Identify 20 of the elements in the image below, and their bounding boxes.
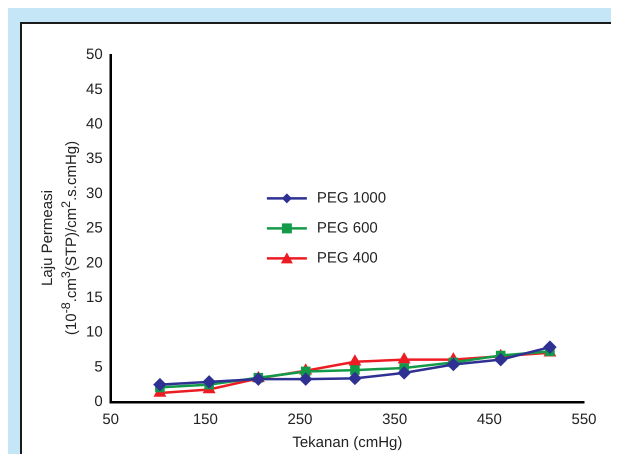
legend-label: PEG 1000 bbox=[316, 190, 386, 207]
y-tick-label: 5 bbox=[94, 358, 103, 376]
legend-label: PEG 600 bbox=[316, 220, 378, 237]
y-tick-label: 40 bbox=[86, 116, 103, 133]
y-tick-label: 35 bbox=[86, 150, 103, 168]
legend-label: PEG 400 bbox=[316, 250, 378, 267]
y-tick-label: 50 bbox=[86, 46, 103, 64]
y-tick-label: 10 bbox=[86, 324, 103, 341]
x-tick-label: 350 bbox=[382, 411, 408, 428]
y-tick-label: 0 bbox=[94, 393, 103, 410]
y-tick-label: 15 bbox=[86, 289, 103, 306]
x-tick-label: 550 bbox=[571, 411, 597, 428]
y-tick-label: 45 bbox=[86, 80, 103, 98]
y-tick-label: 20 bbox=[86, 254, 103, 272]
x-axis-title: Tekanan (cmHg) bbox=[292, 434, 402, 452]
y-tick-label: 25 bbox=[86, 220, 103, 237]
x-tick-label: 150 bbox=[192, 411, 218, 428]
x-tick-label: 450 bbox=[476, 411, 502, 428]
y-tick-label: 30 bbox=[86, 184, 103, 202]
x-tick-label: 250 bbox=[287, 411, 313, 428]
